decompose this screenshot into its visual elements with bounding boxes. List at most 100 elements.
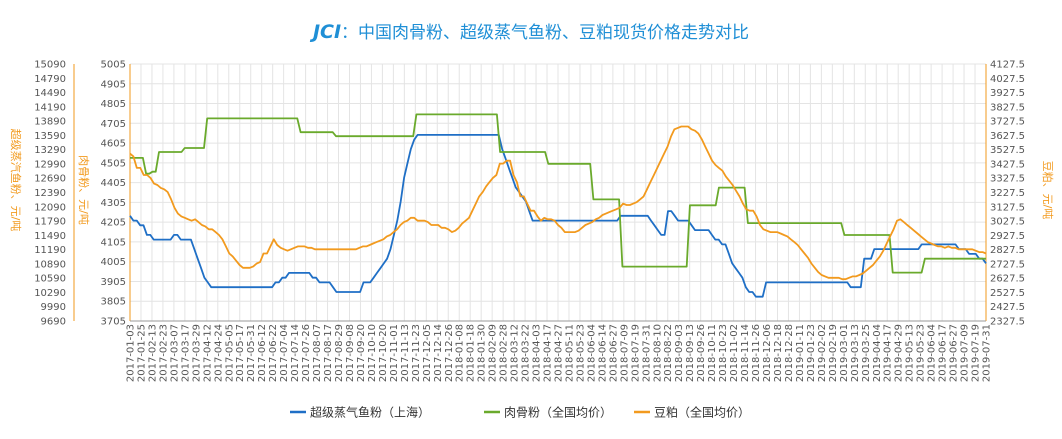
x-tick-label: 2018-03-22 [521,324,532,382]
x-tick-label: 2019-07-31 [982,324,993,382]
x-tick-label: 2018-12-28 [784,324,795,382]
left-outer-tick-label: 13590 [34,131,66,142]
x-tick-label: 2017-08-17 [323,324,334,382]
x-tick-label: 2017-06-22 [268,324,279,382]
x-tick-label: 2018-10-11 [707,324,718,382]
left-outer-tick-label: 14790 [34,74,66,85]
x-tick-label: 2017-04-12 [202,324,213,382]
left-outer-tick-label: 14490 [34,88,66,99]
left-outer-tick-label: 13290 [34,145,66,156]
left-outer-tick-label: 12090 [34,202,66,213]
left-outer-axis-title: 超级蒸汽鱼粉、元/吨 [9,129,23,232]
x-tick-label: 2018-02-28 [499,324,510,382]
grid-lines [129,63,987,322]
x-tick-label: 2018-04-03 [532,324,543,382]
x-tick-label: 2017-02-13 [147,324,158,382]
left-outer-tick-label: 14190 [34,102,66,113]
x-tick-label: 2017-08-07 [312,324,323,382]
x-tick-label: 2018-04-27 [554,324,565,382]
left-outer-tick-label: 9990 [41,302,66,313]
left-outer-tick-label: 15090 [34,60,66,71]
x-tick-label: 2019-02-02 [817,324,828,382]
x-tick-label: 2017-05-31 [246,324,257,382]
right-tick-label: 3927.5 [990,88,1025,99]
x-tick-label: 2017-02-23 [158,324,169,382]
x-tick-label: 2017-03-17 [180,324,191,382]
right-tick-label: 4127.5 [990,60,1025,71]
left-outer-tick-label: 12390 [34,188,66,199]
x-tick-label: 2019-05-23 [916,324,927,382]
x-tick-label: 2017-12-26 [444,324,455,382]
right-tick-label: 2427.5 [990,302,1025,313]
x-tick-labels: 2017-01-03 2017-01-25 2017-02-13 2017-02-23… [126,324,993,382]
axis-titles: 超级蒸汽鱼粉、元/吨 肉骨粉、元/吨 豆粕、元/吨 [9,129,1055,232]
x-tick-label: 2017-01-25 [136,324,147,382]
series-line-0 [129,134,987,298]
right-tick-label: 2327.5 [990,317,1025,328]
left-inner-tick-label: 3705 [101,317,126,328]
x-tick-label: 2017-07-26 [301,324,312,382]
x-tick-label: 2017-03-07 [169,324,180,382]
x-tick-label: 2018-08-22 [663,324,674,382]
right-tick-label: 3327.5 [990,174,1025,185]
left-outer-tick-label: 13890 [34,117,66,128]
x-tick-label: 2017-05-17 [235,324,246,382]
x-tick-label: 2018-04-17 [543,324,554,382]
x-tick-label: 2017-11-01 [389,324,400,382]
x-tick-label: 2018-11-26 [751,324,762,382]
left-inner-tick-label: 5005 [101,60,126,71]
left-inner-tick-label: 4005 [101,257,126,268]
x-tick-label: 2017-09-20 [356,324,367,382]
left-inner-tick-label: 4405 [101,178,126,189]
x-tick-label: 2018-05-11 [564,324,575,382]
x-tick-label: 2018-08-10 [652,324,663,382]
x-tick-label: 2018-02-09 [488,324,499,382]
x-tick-label: 2019-01-23 [806,324,817,382]
left-outer-tick-label: 10290 [34,288,66,299]
x-tick-label: 2018-01-30 [477,324,488,382]
right-tick-label: 4027.5 [990,74,1025,85]
x-tick-label: 2017-05-05 [224,324,235,382]
x-tick-label: 2019-06-17 [938,324,949,382]
left-inner-tick-label: 3805 [101,297,126,308]
right-tick-label: 3627.5 [990,131,1025,142]
left-inner-tick-label: 4805 [101,99,126,110]
left-outer-tick-label: 12690 [34,174,66,185]
x-tick-label: 2018-03-12 [510,324,521,382]
left-inner-tick-label: 4505 [101,158,126,169]
left-inner-tick-label: 4905 [101,79,126,90]
right-tick-label: 3427.5 [990,159,1025,170]
x-tick-label: 2017-10-20 [378,324,389,382]
x-tick-label: 2017-03-29 [191,324,202,382]
x-tick-label: 2017-12-14 [433,324,444,382]
x-tick-label: 2018-05-23 [575,324,586,382]
x-tick-label: 2018-07-31 [641,324,652,382]
chart-title: JCI：中国肉骨粉、超级蒸气鱼粉、豆粕现货价格走势对比 [309,21,749,43]
x-tick-label: 2017-04-24 [213,324,224,382]
left-outer-tick-label: 11190 [34,245,66,256]
x-tick-label: 2017-12-05 [422,324,433,382]
left-inner-tick-labels: 5005 4905 4805 4705 4605 4505 4405 4305 4205 4105… [101,60,126,328]
x-tick-label: 2017-07-04 [279,324,290,382]
x-tick-label: 2018-12-18 [773,324,784,382]
left-outer-tick-label: 10890 [34,259,66,270]
x-tick-label: 2018-12-06 [762,324,773,382]
x-tick-label: 2019-04-29 [894,324,905,382]
legend-label-0: 超级蒸气鱼粉（上海） [310,405,430,420]
x-tick-label: 2019-07-19 [971,324,982,382]
legend-label-1: 肉骨粉（全国均价） [504,405,612,420]
legend-label-2: 豆粕（全国均价） [654,405,750,420]
x-tick-label: 2019-03-01 [839,324,850,382]
x-tick-label: 2017-01-03 [126,324,137,382]
right-tick-label: 3827.5 [990,102,1025,113]
series-lines [129,113,987,298]
right-tick-labels: 4127.5 4027.5 3927.5 3827.5 3727.5 3627.5 3527… [990,60,1025,328]
x-tick-label: 2019-06-04 [927,324,938,382]
left-outer-tick-label: 12990 [34,159,66,170]
right-tick-label: 3227.5 [990,188,1025,199]
right-tick-label: 2927.5 [990,231,1025,242]
x-tick-label: 2017-10-10 [367,324,378,382]
x-tick-label: 2018-09-03 [674,324,685,382]
left-outer-tick-label: 9690 [41,317,66,328]
axes [73,64,987,322]
